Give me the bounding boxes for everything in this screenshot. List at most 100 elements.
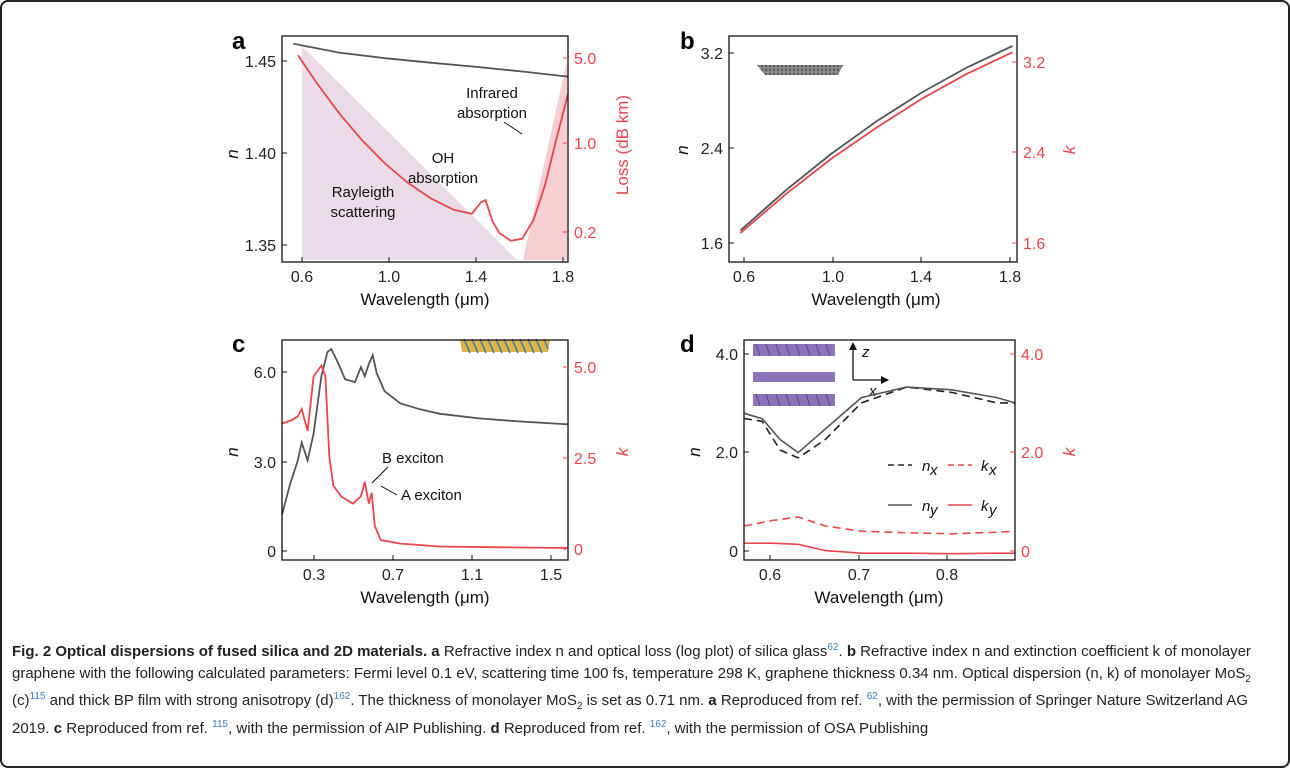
panel-a: a 0.6 1.0 1.4 1.8 1.35 1.40 1.45 0.2 <box>223 28 632 309</box>
infrared-region <box>523 60 567 260</box>
tick-label: 2.4 <box>1023 145 1045 162</box>
tick-label: 1.45 <box>245 54 276 71</box>
z-axis-label: z <box>861 344 870 361</box>
panel-c-k-curve <box>281 363 569 549</box>
tick-label: 0 <box>729 544 738 561</box>
tick-label: 1.4 <box>465 269 487 286</box>
legend-ky: k <box>981 498 990 515</box>
tick-label: 2.0 <box>1021 445 1043 462</box>
a-exciton-annotation: A exciton <box>401 487 462 504</box>
tick-label: 1.35 <box>245 238 276 255</box>
caption-title: Fig. 2 Optical dispersions of fused sili… <box>12 643 428 660</box>
panel-a-loss-curve <box>297 54 569 242</box>
legend-ky-sub: y <box>988 502 998 519</box>
tick-label: 3.0 <box>254 455 276 472</box>
citation: 115 <box>212 718 229 730</box>
citation: 62 <box>827 642 839 653</box>
figure-caption: Fig. 2 Optical dispersions of fused sili… <box>12 642 1251 737</box>
panel-b-axes <box>728 35 1018 263</box>
tick-label: 0.6 <box>733 269 755 286</box>
tick-label: 1.0 <box>574 136 596 153</box>
citation: 115 <box>29 691 46 702</box>
tick-label: 6.0 <box>254 365 276 382</box>
citation: 62 <box>866 691 878 702</box>
b-exciton-pointer <box>371 466 389 484</box>
panel-a-yticks: 1.35 1.40 1.45 0.2 1.0 5.0 <box>245 51 596 255</box>
legend-kx: k <box>981 458 990 475</box>
tick-label: 1.6 <box>701 236 723 253</box>
panel-d-kx-curve <box>743 516 1016 535</box>
panel-c: c 0.3 0.7 1.1 1.5 <box>223 331 632 607</box>
panel-b-k-curve <box>739 51 1013 234</box>
caption-panel-ref: c <box>53 719 63 737</box>
caption-text: Reproduced from ref. <box>66 719 208 737</box>
legend-kx-sub: x <box>988 462 997 479</box>
tick-label: 5.0 <box>574 360 596 377</box>
b-exciton-annotation: B exciton <box>382 450 444 467</box>
caption-text: . The thickness of monolayer MoS <box>350 692 577 709</box>
tick-label: 1.8 <box>552 269 574 286</box>
panel-a-n-curve <box>293 42 569 78</box>
panel-c-xlabel: Wavelength (μm) <box>360 588 489 607</box>
panel-a-axes <box>281 35 569 263</box>
caption-text: Reproduced from ref. <box>503 719 646 737</box>
panel-b-label: b <box>680 28 695 55</box>
tick-label: 1.1 <box>461 567 483 584</box>
tick-label: 0.2 <box>574 225 596 242</box>
panel-d-xticks: 0.6 0.7 0.8 <box>759 555 958 584</box>
rayleigh-region <box>302 46 517 260</box>
panel-b-ylabel-right: k <box>1060 144 1079 154</box>
legend-ny-sub: y <box>929 502 939 519</box>
panel-d-yticks: 0 2.0 4.0 0 2.0 4.0 <box>716 347 1044 561</box>
tick-label: 1.4 <box>910 269 932 286</box>
panel-d-xlabel: Wavelength (μm) <box>814 588 943 607</box>
infrared-annotation: Infrared <box>466 85 518 102</box>
tick-label: 0.8 <box>936 567 958 584</box>
infrared-pointer <box>503 121 523 135</box>
tick-label: 0 <box>574 542 583 559</box>
citation: 162 <box>649 718 667 730</box>
panel-c-n-curve <box>281 347 569 516</box>
tick-label: 0.7 <box>848 567 870 584</box>
infrared-annotation: absorption <box>457 105 527 122</box>
panel-c-ylabel: n <box>223 447 242 456</box>
panel-c-yticks: 0 3.0 6.0 0 2.5 5.0 <box>254 360 597 561</box>
bp-structure-icon <box>753 343 835 407</box>
panel-a-ylabel-right: Loss (dB km) <box>613 95 632 195</box>
subscript: 2 <box>1245 673 1251 685</box>
tick-label: 5.0 <box>574 51 596 68</box>
tick-label: 2.4 <box>701 141 723 158</box>
caption-text: and thick BP film with strong anisotropy… <box>49 692 334 709</box>
panel-d-ylabel: n <box>685 447 704 456</box>
panel-d-ny-curve <box>743 386 1016 454</box>
a-exciton-pointer <box>380 485 398 496</box>
tick-label: 0.6 <box>759 567 781 584</box>
tick-label: 0 <box>267 544 276 561</box>
panel-d-nx-curve <box>743 386 1015 459</box>
caption-panel-ref: b <box>846 643 856 660</box>
legend-nx: n <box>922 458 930 475</box>
panel-b: b 0.6 1.0 1.4 1.8 1.6 2.4 <box>673 28 1079 309</box>
panel-a-label: a <box>232 28 246 55</box>
caption-text: Refractive index n and optical loss (log… <box>443 643 828 660</box>
tick-label: 0.7 <box>382 567 404 584</box>
tick-label: 1.40 <box>245 146 276 163</box>
tick-label: 1.8 <box>999 269 1021 286</box>
legend-ny: n <box>922 498 930 515</box>
tick-label: 1.6 <box>1023 236 1045 253</box>
tick-label: 2.5 <box>574 451 596 468</box>
panel-d-ky-curve <box>744 542 1015 555</box>
citation: 162 <box>333 691 351 702</box>
tick-label: 4.0 <box>1021 347 1043 364</box>
tick-label: 0.6 <box>291 269 313 286</box>
caption-text: , with the permission of OSA Publishing <box>666 719 929 737</box>
panel-c-xticks: 0.3 0.7 1.1 1.5 <box>303 555 562 584</box>
figure-panels: a 0.6 1.0 1.4 1.8 1.35 1.40 1.45 0.2 <box>223 28 1079 607</box>
tick-label: 2.0 <box>716 445 738 462</box>
caption-panel-ref: a <box>431 643 440 660</box>
panel-b-xticks: 0.6 1.0 1.4 1.8 <box>733 257 1021 286</box>
panel-d-axes <box>743 339 1016 561</box>
panel-a-ylabel: n <box>223 149 242 158</box>
rayleigh-annotation: Rayleigth <box>332 184 395 201</box>
